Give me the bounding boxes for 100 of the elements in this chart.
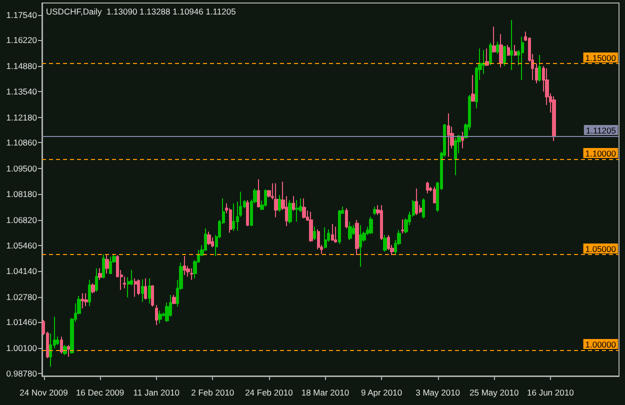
candlestick: [334, 226, 337, 244]
x-tick-label: 11 Jan 2010: [133, 388, 180, 398]
chart-title: USDCHF,Daily 1.13090 1.13288 1.10946 1.11205: [46, 6, 236, 16]
candlestick: [510, 20, 513, 71]
y-tick-label: 1.12180: [6, 112, 38, 122]
ref-line-label: 1.10000: [585, 148, 616, 159]
y-tick-label: 1.00100: [6, 343, 38, 354]
candlestick: [144, 278, 147, 300]
candlestick: [552, 96, 556, 142]
y-tick-label: 1.01460: [6, 317, 38, 328]
candlestick: [148, 278, 151, 304]
candlestick: [345, 208, 348, 229]
ref-line-label: 1.00000: [585, 340, 616, 350]
candlestick: [355, 219, 359, 256]
candlestick: [229, 208, 232, 234]
candlestick: [257, 178, 260, 208]
candlestick: [98, 268, 102, 280]
candlestick: [91, 282, 95, 294]
y-tick-label: 1.02780: [6, 292, 38, 302]
candlestick: [503, 45, 506, 67]
x-tick-label: 3 May 2010: [416, 388, 460, 398]
candlestick: [264, 188, 267, 208]
candlestick: [401, 218, 404, 234]
candlestick: [105, 254, 109, 274]
x-tick-label: 24 Feb 2010: [245, 388, 294, 398]
x-tick-label: 16 Dec 2009: [76, 388, 124, 398]
ref-line-label: 1.15000: [585, 53, 616, 64]
candlestick: [507, 44, 510, 56]
candlestick: [84, 292, 88, 307]
candlestick: [151, 284, 154, 308]
y-tick-label: 1.10860: [6, 138, 38, 148]
candlestick: [489, 42, 492, 66]
candlestick: [447, 112, 450, 158]
candlestick: [60, 336, 63, 354]
candlestick: [292, 196, 295, 212]
y-tick-label: 1.16220: [6, 35, 38, 46]
y-tick-label: 0.98780: [6, 368, 38, 378]
candlestick: [454, 138, 457, 176]
candlestick: [67, 344, 70, 358]
y-tick-label: 1.04140: [6, 266, 38, 276]
x-tick-label: 25 May 2010: [470, 388, 519, 398]
candlestick: [158, 310, 162, 324]
candlestick: [471, 74, 475, 102]
candlestick: [338, 210, 341, 245]
candlestick: [295, 200, 299, 222]
x-tick-label: 16 Jun 2010: [526, 388, 574, 398]
candlestick: [383, 234, 387, 252]
y-tick-label: 1.09500: [6, 164, 38, 174]
candlestick: [102, 254, 105, 279]
candlestick: [359, 224, 362, 268]
candlestick: [380, 204, 383, 241]
y-tick-label: 1.17540: [6, 10, 38, 20]
candlestick: [246, 200, 249, 227]
candlestick: [461, 131, 464, 149]
y-tick-label: 1.06820: [6, 214, 38, 225]
candlestick: [422, 198, 425, 219]
candlestick: [155, 304, 158, 326]
candlestick: [302, 198, 306, 219]
candlestick: [190, 268, 193, 280]
candlestick: [274, 182, 278, 218]
candlestick: [348, 221, 352, 241]
candlestick: [134, 278, 137, 298]
ref-line-label: 1.11205: [586, 126, 616, 136]
x-tick-label: 2 Feb 2010: [191, 388, 234, 398]
y-tick-label: 1.08180: [6, 188, 38, 199]
ref-line-label: 1.05000: [585, 244, 616, 254]
candlestick: [207, 231, 211, 246]
candlestick: [331, 223, 334, 242]
candlestick: [317, 228, 320, 250]
y-tick-label: 1.05460: [6, 240, 38, 251]
candlestick: [492, 26, 496, 54]
candlestick: [183, 256, 186, 276]
candlestick: [324, 226, 327, 249]
y-tick-label: 1.13540: [6, 86, 38, 96]
candlestick: [95, 268, 98, 292]
y-tick-label: 1.14880: [6, 60, 38, 71]
candlestick: [288, 200, 292, 224]
candlestick: [373, 206, 376, 216]
candlestick: [278, 194, 281, 212]
candlestick: [109, 256, 112, 275]
x-tick-label: 18 Mar 2010: [301, 388, 350, 398]
candlestick: [426, 181, 429, 194]
candlestick: [521, 36, 524, 80]
candlestick: [499, 34, 503, 68]
candlestick: [309, 211, 313, 242]
candlestick: [538, 54, 541, 82]
candlestick: [433, 186, 436, 204]
candlestick: [232, 202, 235, 232]
candlestick: [485, 48, 489, 67]
candlestick: [81, 292, 84, 309]
candlestick: [137, 278, 140, 296]
candlestick: [496, 41, 499, 54]
candlestick: [313, 226, 316, 241]
candlestick: [88, 279, 91, 307]
candlestick: [415, 188, 418, 216]
candlestick: [352, 224, 355, 236]
candlestick: [369, 216, 373, 235]
x-tick-label: 9 Apr 2010: [360, 388, 402, 398]
candlestick: [141, 278, 144, 302]
candlestick: [172, 294, 176, 304]
